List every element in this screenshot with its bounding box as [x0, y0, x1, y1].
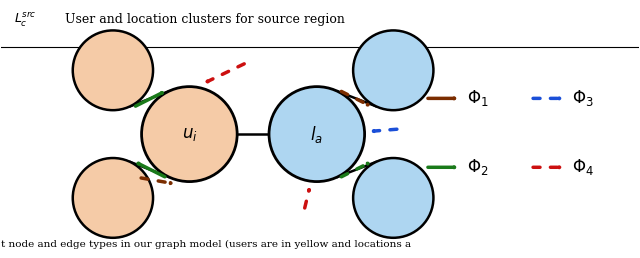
Text: t node and edge types in our graph model (users are in yellow and locations a: t node and edge types in our graph model…: [1, 240, 412, 249]
Text: $\Phi_3$: $\Phi_3$: [572, 88, 593, 108]
Text: $\boldsymbol{u_i}$: $\boldsymbol{u_i}$: [182, 126, 197, 143]
Text: $\boldsymbol{l_a}$: $\boldsymbol{l_a}$: [310, 124, 323, 144]
Text: $\Phi_2$: $\Phi_2$: [467, 157, 488, 177]
Text: $\Phi_4$: $\Phi_4$: [572, 157, 594, 177]
Ellipse shape: [73, 158, 153, 238]
Ellipse shape: [353, 158, 433, 238]
Ellipse shape: [269, 87, 365, 182]
Text: User and location clusters for source region: User and location clusters for source re…: [65, 13, 345, 26]
Text: $\Phi_1$: $\Phi_1$: [467, 88, 488, 108]
Text: $L_c^{src}$: $L_c^{src}$: [14, 10, 36, 28]
Ellipse shape: [73, 30, 153, 110]
Ellipse shape: [141, 87, 237, 182]
Ellipse shape: [353, 30, 433, 110]
